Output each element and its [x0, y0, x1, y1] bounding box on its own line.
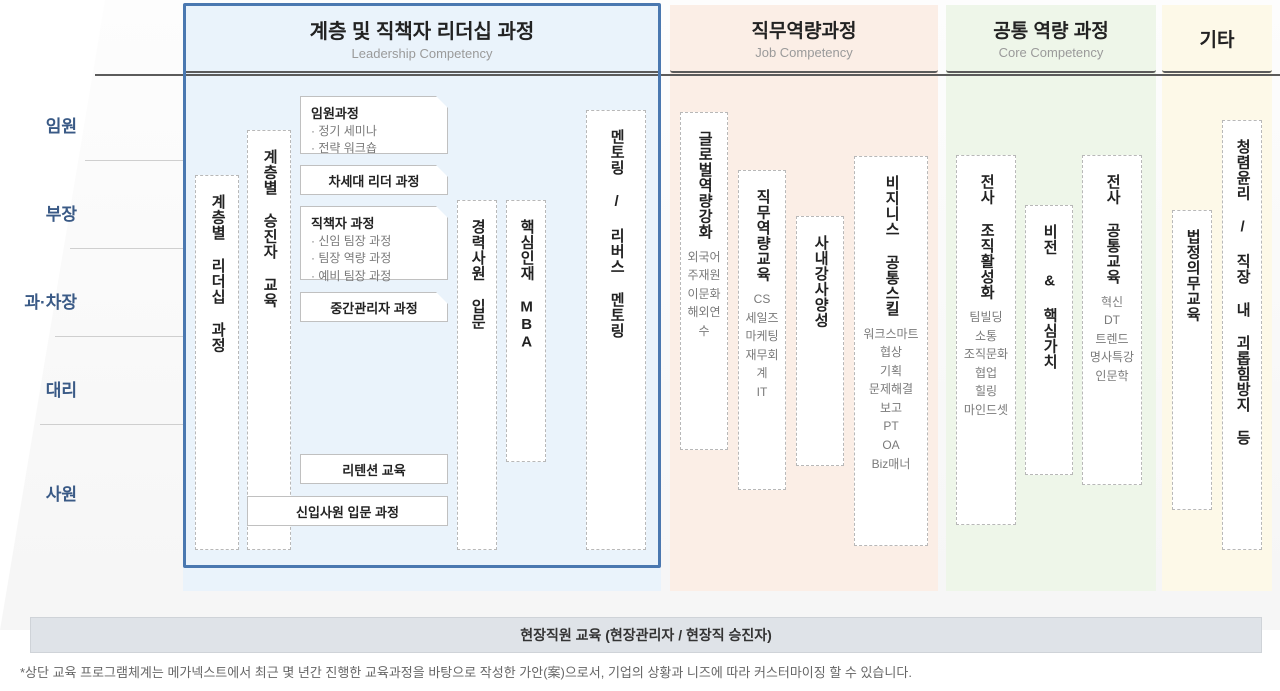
col-title: 청렴윤리 / 직장 내 괴롭힘방지 등 [1232, 139, 1252, 446]
program-title: 직책자 과정 [311, 216, 374, 231]
program-p4: 중간관리자 과정 [300, 292, 448, 322]
core-col: 전사 공통교육혁신DT트렌드명사특강인문학 [1082, 155, 1142, 485]
program-title: 차세대 리더 과정 [329, 171, 420, 190]
col-title: 법정의무교육 [1182, 229, 1202, 322]
col-title: 사내강사양성 [810, 235, 830, 328]
col-title: 전사 조직활성화 [976, 174, 996, 300]
program-p6: 신입사원 입문 과정 [247, 496, 448, 526]
program-title: 임원과정 [311, 106, 359, 121]
col-subs: 팀빌딩소통조직문화협업힐링마인드셋 [964, 308, 1008, 420]
other-col: 법정의무교육 [1172, 210, 1212, 510]
level-line [70, 248, 183, 249]
level-label: 임원 [0, 112, 95, 137]
core-col: 비전 & 핵심가치 [1025, 205, 1073, 475]
leadership-col: 계층별 승진자 교육 [247, 130, 291, 550]
program-subs: · 신임 팀장 과정· 팀장 역량 과정· 예비 팀장 과정 [311, 233, 437, 285]
program-title: 중간관리자 과정 [330, 298, 417, 317]
col-title: 직무역량교육 [752, 189, 772, 282]
section-title-ko: 공통 역량 과정 [993, 16, 1108, 43]
col-title: 비지니스 공통스킬 [881, 175, 901, 317]
program-p2: 차세대 리더 과정 [300, 165, 448, 195]
section-header-job: 직무역량과정 Job Competency [670, 5, 938, 73]
leadership-col: 경력사원 입문 [457, 200, 497, 550]
section-title-ko: 직무역량과정 [752, 16, 857, 43]
job-col: 비지니스 공통스킬워크스마트협상기획문제해결보고PTOABiz매너 [854, 156, 928, 546]
level-label: 대리 [0, 376, 95, 401]
col-title: 계층별 승진자 교육 [259, 149, 279, 308]
col-subs: 외국어주재원이문화해외연수 [685, 248, 723, 341]
section-title-en: Leadership Competency [352, 46, 493, 61]
other-col: 청렴윤리 / 직장 내 괴롭힘방지 등 [1222, 120, 1262, 550]
leadership-col: 핵심인재 MBA [506, 200, 546, 462]
section-title-ko: 계층 및 직책자 리더십 과정 [310, 15, 535, 44]
level-line [85, 160, 183, 161]
col-title: 글로벌역량강화 [694, 131, 714, 240]
footnote-text: *상단 교육 프로그램체계는 메가넥스트에서 최근 몇 년간 진행한 교육과정을… [20, 665, 912, 680]
level-label: 부장 [0, 200, 95, 225]
program-title: 신입사원 입문 과정 [296, 502, 399, 521]
col-subs: 워크스마트협상기획문제해결보고PTOABiz매너 [863, 325, 918, 474]
col-title: 핵심인재 MBA [516, 219, 536, 351]
section-header-leadership: 계층 및 직책자 리더십 과정 Leadership Competency [183, 5, 661, 73]
section-header-core: 공통 역량 과정 Core Competency [946, 5, 1156, 73]
level-label: 과·차장 [0, 288, 95, 313]
footer-bar: 현장직원 교육 (현장관리자 / 현장직 승진자) [30, 617, 1262, 653]
col-title: 전사 공통교육 [1102, 174, 1122, 285]
program-p5: 리텐션 교육 [300, 454, 448, 484]
level-label: 사원 [0, 480, 95, 505]
program-p1: 임원과정· 정기 세미나· 전략 워크숍 [300, 96, 448, 154]
footnote: *상단 교육 프로그램체계는 메가넥스트에서 최근 몇 년간 진행한 교육과정을… [20, 662, 912, 681]
core-col: 전사 조직활성화팀빌딩소통조직문화협업힐링마인드셋 [956, 155, 1016, 525]
col-title: 멘토링 / 리버스 멘토링 [606, 129, 626, 339]
col-title: 경력사원 입문 [467, 219, 487, 330]
section-header-other: 기타 [1162, 5, 1272, 73]
program-subs: · 정기 세미나· 전략 워크숍 [311, 123, 437, 158]
level-line [55, 336, 183, 337]
level-line [40, 424, 183, 425]
section-title-en: Job Competency [755, 45, 853, 60]
job-col: 글로벌역량강화외국어주재원이문화해외연수 [680, 112, 728, 450]
leadership-col: 계층별 리더십 과정 [195, 175, 239, 550]
program-p3: 직책자 과정· 신임 팀장 과정· 팀장 역량 과정· 예비 팀장 과정 [300, 206, 448, 280]
program-title: 리텐션 교육 [342, 460, 405, 479]
col-title: 비전 & 핵심가치 [1039, 224, 1059, 370]
col-subs: 혁신DT트렌드명사특강인문학 [1090, 293, 1134, 386]
col-title: 계층별 리더십 과정 [207, 194, 227, 353]
header-rule [95, 74, 1280, 77]
job-col: 사내강사양성 [796, 216, 844, 466]
section-title-en: Core Competency [999, 45, 1104, 60]
leadership-col: 멘토링 / 리버스 멘토링 [586, 110, 646, 550]
col-subs: CS세일즈마케팅재무회계IT [743, 290, 781, 402]
footer-text: 현장직원 교육 (현장관리자 / 현장직 승진자) [520, 625, 772, 645]
job-col: 직무역량교육 CS세일즈마케팅재무회계IT [738, 170, 786, 490]
section-title-ko: 기타 [1200, 25, 1235, 52]
training-program-diagram: 계층 및 직책자 리더십 과정 Leadership Competency 직무역량… [0, 0, 1280, 691]
